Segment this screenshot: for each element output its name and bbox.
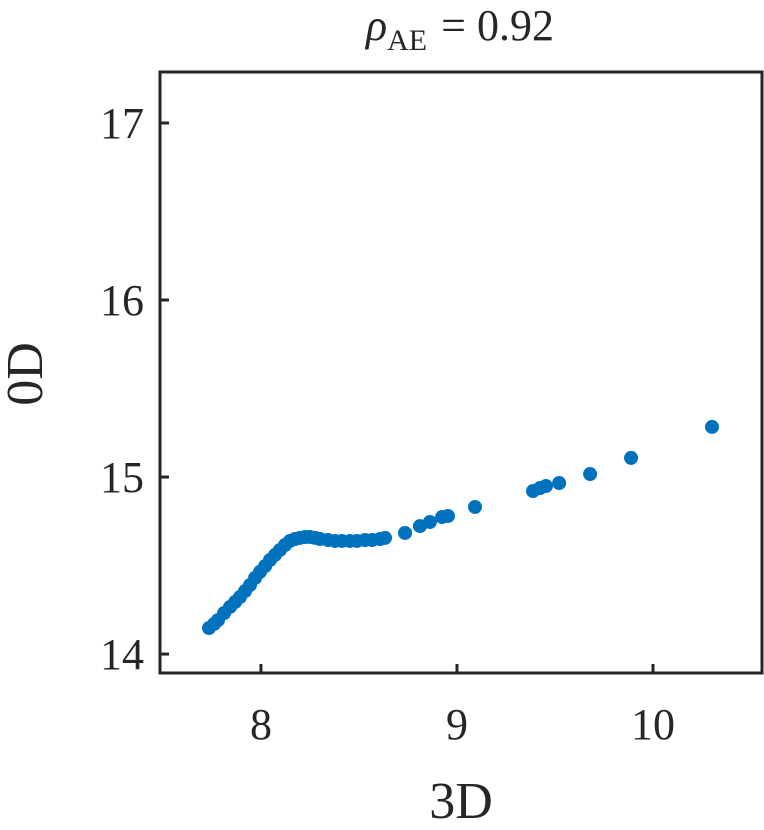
title-symbol: ρ bbox=[364, 1, 387, 50]
y-tick-label: 16 bbox=[100, 276, 144, 325]
y-tick-label: 14 bbox=[100, 630, 144, 679]
y-axis-label: 0D bbox=[0, 342, 54, 406]
title-text: = 0.92 bbox=[441, 1, 554, 50]
x-tick-label: 10 bbox=[631, 700, 675, 749]
y-tick-label: 15 bbox=[100, 453, 144, 502]
point bbox=[378, 530, 393, 545]
y-tick-label: 17 bbox=[100, 99, 144, 148]
point bbox=[624, 450, 639, 465]
point bbox=[440, 508, 455, 523]
point bbox=[468, 499, 483, 514]
point bbox=[422, 514, 437, 529]
chart-title: ρAE = 0.92 bbox=[364, 1, 554, 57]
title-subscript: AE bbox=[387, 24, 427, 57]
point bbox=[552, 476, 567, 491]
x-tick-label: 9 bbox=[446, 700, 468, 749]
x-axis-label: 3D bbox=[429, 773, 493, 825]
point bbox=[583, 467, 598, 482]
plot-frame bbox=[158, 70, 764, 675]
point bbox=[705, 419, 720, 434]
point bbox=[398, 525, 413, 540]
x-tick-label: 8 bbox=[250, 700, 272, 749]
point bbox=[538, 479, 553, 494]
